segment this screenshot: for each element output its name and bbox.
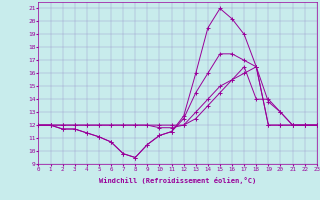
X-axis label: Windchill (Refroidissement éolien,°C): Windchill (Refroidissement éolien,°C) bbox=[99, 177, 256, 184]
